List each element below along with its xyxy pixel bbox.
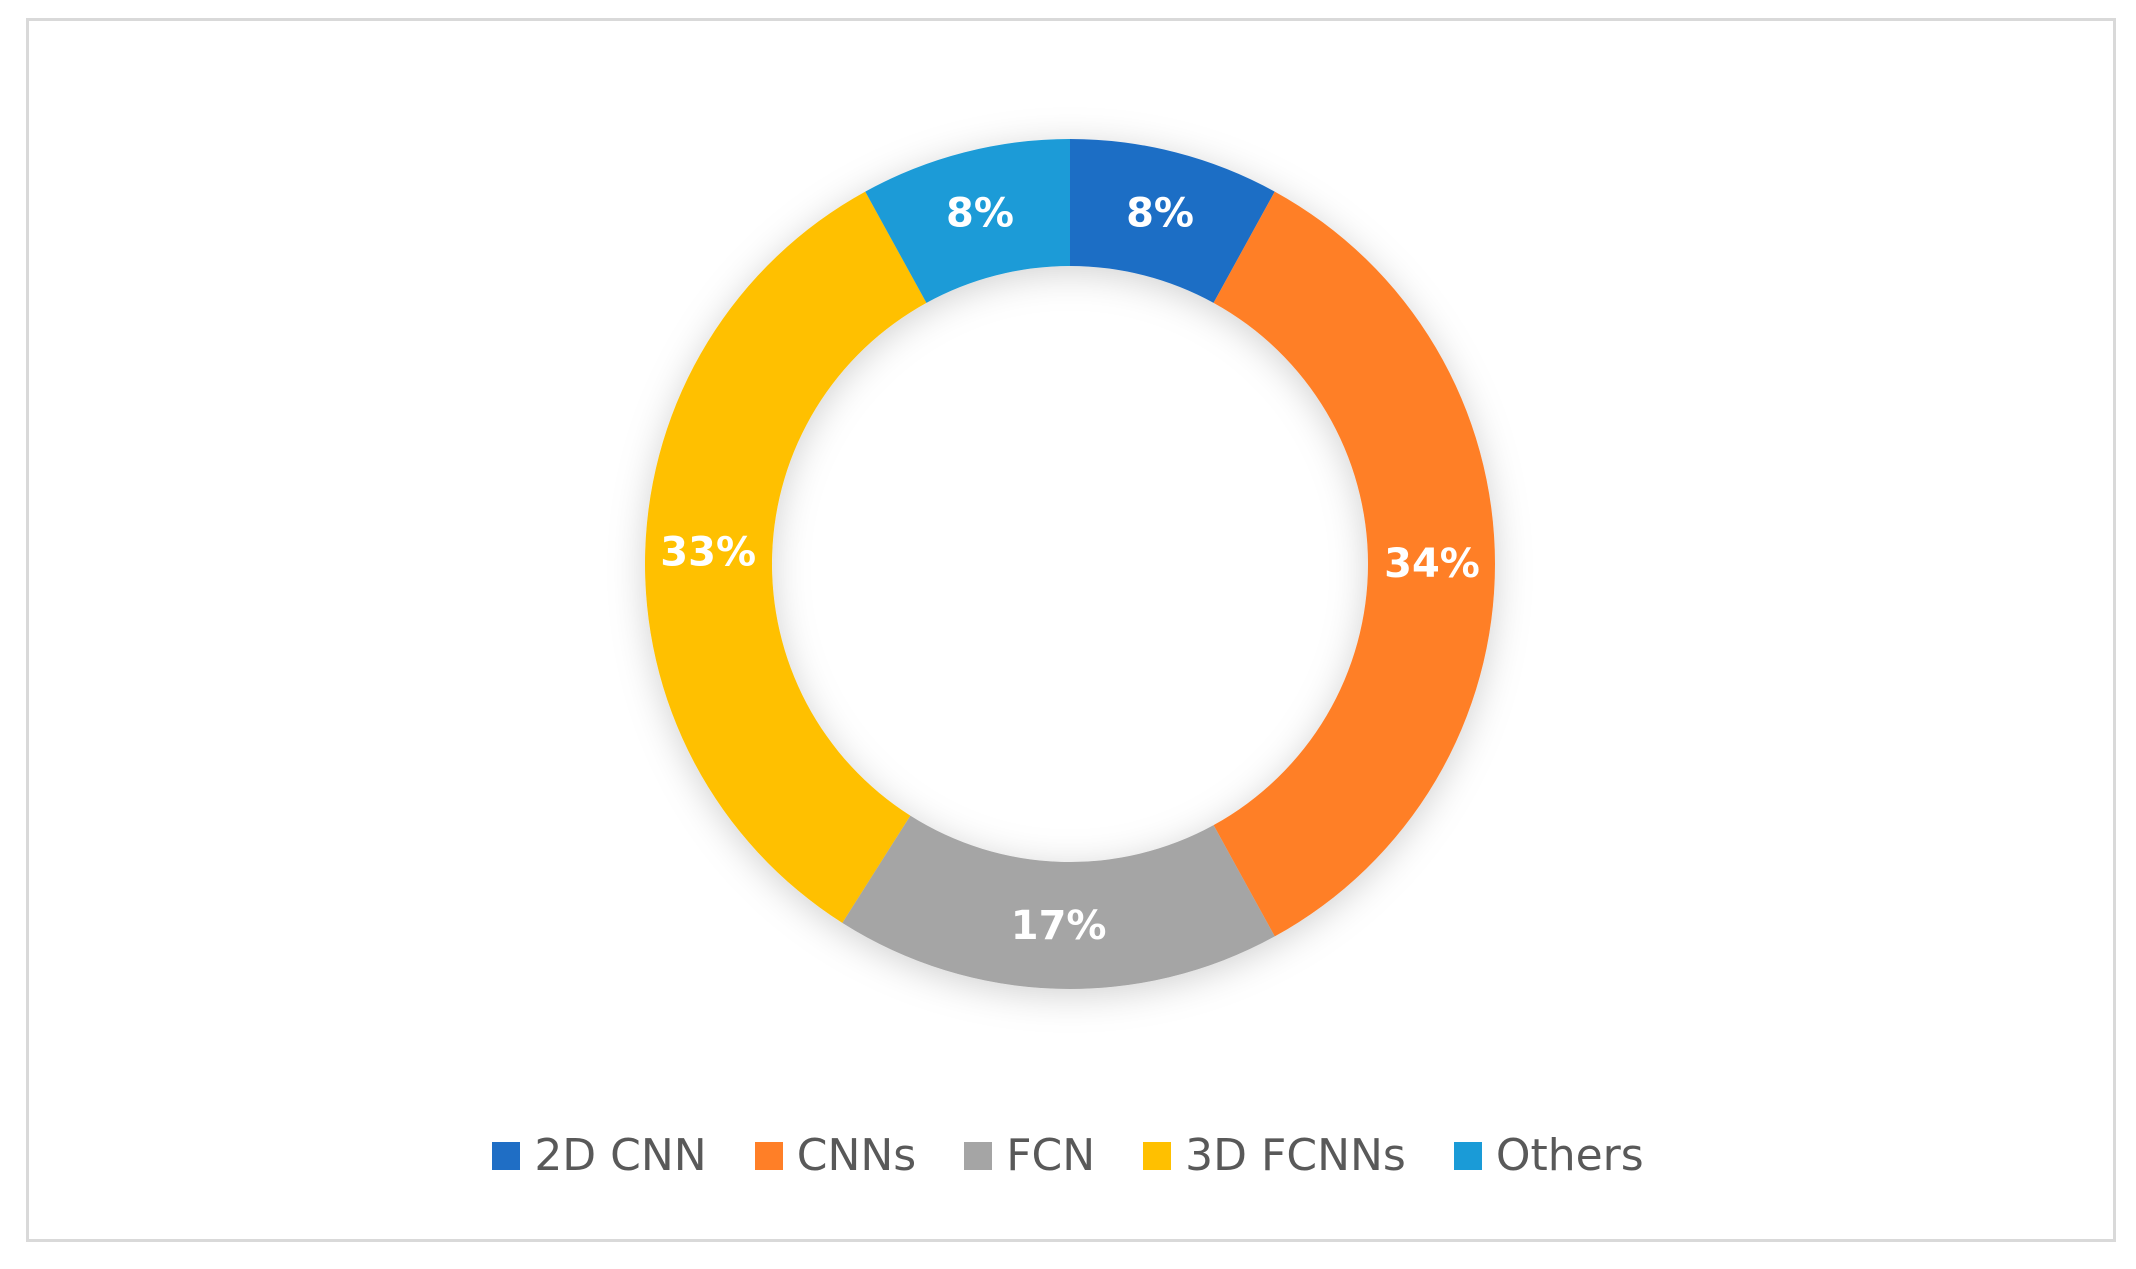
legend-swatch (1453, 1141, 1482, 1170)
legend-swatch (754, 1141, 783, 1170)
legend-item-fcn: FCN (964, 1130, 1095, 1181)
data-label-2d-cnn: 8% (1126, 190, 1194, 236)
legend-label: Others (1495, 1130, 1644, 1181)
donut-slice-3d-fcnns (644, 191, 927, 923)
legend-swatch (964, 1141, 993, 1170)
donut-slices (644, 139, 1495, 989)
donut-slice-fcn (842, 815, 1275, 989)
donut-slice-cnns (1213, 191, 1495, 937)
data-label-3d-fcnns: 33% (660, 530, 756, 576)
data-label-cnns: 34% (1384, 541, 1480, 587)
legend-label: FCN (1006, 1130, 1096, 1181)
data-label-fcn: 17% (1011, 903, 1107, 949)
legend-swatch (1143, 1141, 1172, 1170)
data-label-others: 8% (946, 190, 1014, 236)
legend-swatch (492, 1141, 521, 1170)
donut-slice-others (865, 139, 1070, 303)
legend-item-cnns: CNNs (754, 1130, 917, 1181)
legend-item-3d-fcnns: 3D FCNNs (1143, 1130, 1406, 1181)
legend-label: CNNs (796, 1130, 917, 1181)
legend-item-2d-cnn: 2D CNN (492, 1130, 707, 1181)
legend-label: 3D FCNNs (1185, 1130, 1406, 1181)
data-labels: 8% 34% 17% 33% 8% (660, 190, 1480, 948)
legend: 2D CNN CNNs FCN 3D FCNNs Others (0, 1130, 2136, 1181)
legend-label: 2D CNN (534, 1130, 707, 1181)
legend-item-others: Others (1453, 1130, 1644, 1181)
donut-slice-2d-cnn (1070, 139, 1275, 303)
